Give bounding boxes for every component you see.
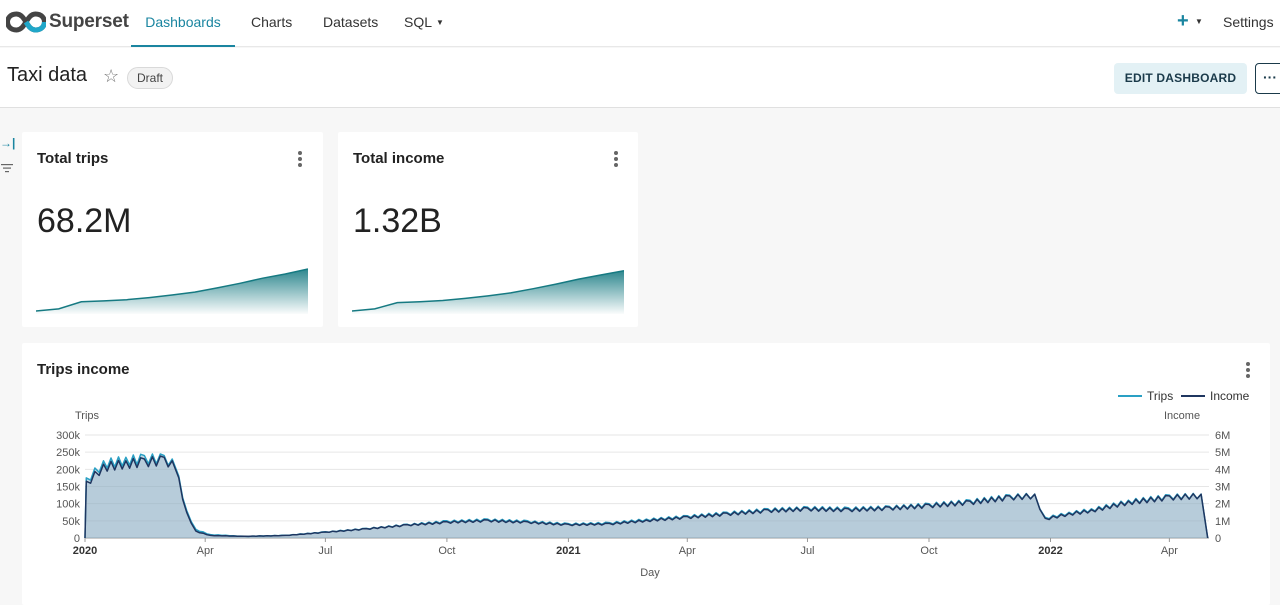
y-right-tick: 5M xyxy=(1215,447,1230,459)
nav-sql[interactable]: SQL ▼ xyxy=(404,0,444,47)
nav-sql-label: SQL xyxy=(404,14,433,30)
nav-dashboards-label: Dashboards xyxy=(145,14,221,30)
x-tick-label: 2022 xyxy=(1038,545,1062,557)
kebab-menu-icon[interactable] xyxy=(614,151,618,169)
y-left-tick: 0 xyxy=(74,533,80,545)
more-options-button[interactable]: ··· xyxy=(1255,63,1280,94)
total-trips-card: Total trips 68.2M xyxy=(22,132,323,327)
x-tick-label: Apr xyxy=(679,545,696,557)
expand-filter-icon[interactable]: →| xyxy=(0,136,16,150)
dashboard-header: Taxi data ☆ Draft EDIT DASHBOARD ··· xyxy=(0,48,1280,108)
filter-icon[interactable] xyxy=(1,163,13,173)
nav-datasets-label: Datasets xyxy=(323,14,379,30)
y-left-label: Trips xyxy=(75,410,100,422)
y-right-tick: 0 xyxy=(1215,533,1221,545)
y-right-tick: 4M xyxy=(1215,464,1230,476)
nav-dashboards[interactable]: Dashboards xyxy=(131,0,235,47)
nav-datasets[interactable]: Datasets xyxy=(323,0,378,47)
caret-down-icon[interactable]: ▼ xyxy=(1195,17,1203,26)
card-title: Total trips xyxy=(37,150,109,167)
y-right-tick: 2M xyxy=(1215,499,1230,511)
series-area-income xyxy=(85,456,1208,538)
y-right-tick: 6M xyxy=(1215,430,1230,442)
x-tick-label: 2020 xyxy=(73,545,97,557)
superset-logo-icon xyxy=(6,11,46,33)
total-income-card: Total income 1.32B xyxy=(338,132,638,327)
sparkline-area xyxy=(36,269,308,314)
x-tick-label: 2021 xyxy=(556,545,580,557)
income-sparkline xyxy=(352,269,624,314)
kebab-menu-icon[interactable] xyxy=(298,151,302,169)
y-left-tick: 150k xyxy=(56,482,80,494)
kebab-menu-icon[interactable] xyxy=(1246,362,1250,380)
nav-charts-label: Charts xyxy=(251,14,293,30)
card-title: Total income xyxy=(353,150,445,167)
dashboard-title[interactable]: Taxi data xyxy=(7,64,88,86)
x-tick-label: Jul xyxy=(318,545,332,557)
sparkline-area xyxy=(352,270,624,314)
edit-dashboard-button[interactable]: EDIT DASHBOARD xyxy=(1114,63,1247,94)
x-tick-label: Oct xyxy=(920,545,937,557)
card-title: Trips income xyxy=(37,361,130,378)
y-left-tick: 50k xyxy=(62,516,80,528)
big-number-value: 68.2M xyxy=(37,202,132,240)
x-tick-label: Oct xyxy=(438,545,455,557)
trips-income-card: Trips income 0 50k 100k 150k 200k 250k 300k 0 1M… xyxy=(22,343,1270,605)
x-tick-label: Jul xyxy=(800,545,814,557)
status-badge[interactable]: Draft xyxy=(127,67,174,89)
sparkline-line xyxy=(352,269,624,312)
x-tick-label: Apr xyxy=(1161,545,1178,557)
series-area-trips xyxy=(85,454,1208,538)
y-right-label: Income xyxy=(1164,410,1200,422)
caret-down-icon: ▼ xyxy=(436,18,444,27)
sparkline-line xyxy=(36,268,308,312)
legend-label: Trips xyxy=(1147,389,1173,403)
star-icon[interactable]: ☆ xyxy=(103,66,120,86)
x-axis-label: Day xyxy=(640,567,660,579)
y-right-tick: 3M xyxy=(1215,482,1230,494)
brand-logo[interactable]: Superset xyxy=(6,8,129,36)
big-number-value: 1.32B xyxy=(353,202,442,240)
series-line-income xyxy=(84,455,1209,539)
settings-menu[interactable]: Settings xyxy=(1223,14,1274,30)
trips-income-chart: 0 50k 100k 150k 200k 250k 300k 0 1M 2M 3M 4M 5M 6M Tri… xyxy=(56,389,1250,579)
y-left-tick: 100k xyxy=(56,499,80,511)
y-left-tick: 200k xyxy=(56,464,80,476)
plus-icon[interactable]: + xyxy=(1177,10,1189,32)
y-left-tick: 300k xyxy=(56,430,80,442)
legend-label: Income xyxy=(1210,389,1250,403)
trips-sparkline xyxy=(36,268,308,314)
y-left-tick: 250k xyxy=(56,447,80,459)
x-tick-label: Apr xyxy=(197,545,214,557)
brand-name: Superset xyxy=(49,11,129,32)
top-navbar: Superset Dashboards Charts Datasets SQL ▼… xyxy=(0,0,1280,47)
y-right-tick: 1M xyxy=(1215,516,1230,528)
nav-charts[interactable]: Charts xyxy=(251,0,292,47)
